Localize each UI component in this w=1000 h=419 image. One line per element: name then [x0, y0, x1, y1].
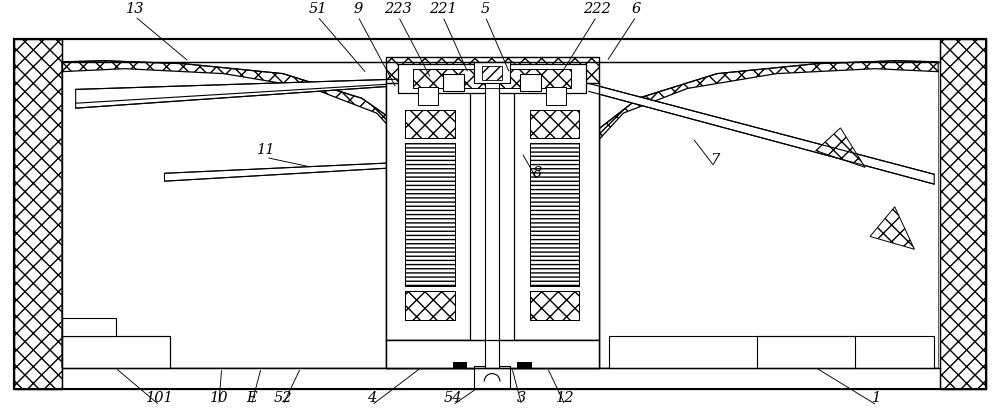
- Bar: [757, 336, 855, 368]
- Polygon shape: [164, 163, 401, 181]
- Bar: [386, 83, 474, 340]
- Bar: [386, 340, 599, 368]
- Text: 7: 7: [710, 153, 720, 167]
- Bar: [386, 340, 599, 368]
- Bar: [520, 74, 541, 91]
- Text: 51: 51: [308, 3, 327, 16]
- Bar: [520, 93, 589, 330]
- Bar: [546, 88, 566, 105]
- Bar: [62, 336, 170, 368]
- Text: 6: 6: [632, 3, 641, 16]
- Bar: [530, 291, 579, 320]
- Text: 101: 101: [146, 391, 173, 405]
- Bar: [474, 366, 510, 389]
- Bar: [62, 318, 116, 336]
- Bar: [413, 69, 571, 88]
- Text: E: E: [246, 391, 257, 405]
- Polygon shape: [62, 61, 451, 368]
- Text: 3: 3: [517, 391, 526, 405]
- Text: 223: 223: [384, 3, 412, 16]
- Bar: [405, 291, 455, 320]
- Bar: [405, 291, 455, 320]
- Polygon shape: [571, 69, 938, 368]
- Bar: [530, 110, 579, 138]
- Bar: [386, 83, 474, 340]
- Bar: [517, 362, 532, 368]
- Bar: [940, 39, 986, 389]
- Bar: [418, 88, 438, 105]
- Bar: [530, 291, 579, 320]
- Bar: [62, 336, 170, 368]
- Text: 8: 8: [533, 166, 542, 180]
- Bar: [386, 57, 599, 368]
- Bar: [405, 143, 455, 286]
- Bar: [395, 93, 464, 330]
- Bar: [405, 110, 455, 138]
- Bar: [14, 39, 986, 389]
- Polygon shape: [76, 78, 416, 108]
- Text: 5: 5: [481, 3, 490, 16]
- Text: 54: 54: [443, 391, 462, 405]
- Polygon shape: [559, 61, 938, 368]
- Bar: [386, 340, 599, 368]
- Bar: [398, 64, 586, 93]
- Bar: [530, 143, 579, 286]
- Bar: [609, 336, 934, 368]
- Bar: [530, 143, 579, 286]
- Bar: [14, 39, 62, 389]
- Bar: [510, 83, 599, 340]
- Text: 9: 9: [353, 3, 363, 16]
- Bar: [62, 62, 940, 368]
- Bar: [510, 83, 599, 340]
- Text: 4: 4: [367, 391, 376, 405]
- Text: 221: 221: [429, 3, 457, 16]
- Bar: [14, 39, 986, 389]
- Polygon shape: [589, 83, 934, 184]
- Bar: [14, 39, 62, 389]
- Bar: [453, 362, 467, 368]
- Bar: [470, 62, 514, 368]
- Text: 52: 52: [274, 391, 292, 405]
- Bar: [413, 69, 571, 88]
- Bar: [474, 62, 510, 83]
- Bar: [62, 39, 940, 62]
- Bar: [62, 336, 170, 368]
- Text: 11: 11: [257, 143, 275, 158]
- Text: 1: 1: [872, 391, 882, 405]
- Polygon shape: [816, 128, 865, 167]
- Bar: [757, 336, 855, 368]
- Bar: [405, 110, 455, 138]
- Text: 222: 222: [583, 3, 611, 16]
- Bar: [443, 74, 464, 91]
- Text: 13: 13: [126, 3, 144, 16]
- Text: 10: 10: [210, 391, 228, 405]
- Bar: [510, 83, 599, 340]
- Bar: [405, 143, 455, 286]
- Bar: [530, 110, 579, 138]
- Text: 12: 12: [556, 391, 574, 405]
- Bar: [386, 83, 474, 340]
- Bar: [485, 77, 499, 368]
- Bar: [62, 368, 940, 389]
- Polygon shape: [870, 207, 914, 249]
- Polygon shape: [62, 69, 429, 368]
- Bar: [482, 66, 502, 80]
- Bar: [940, 39, 986, 389]
